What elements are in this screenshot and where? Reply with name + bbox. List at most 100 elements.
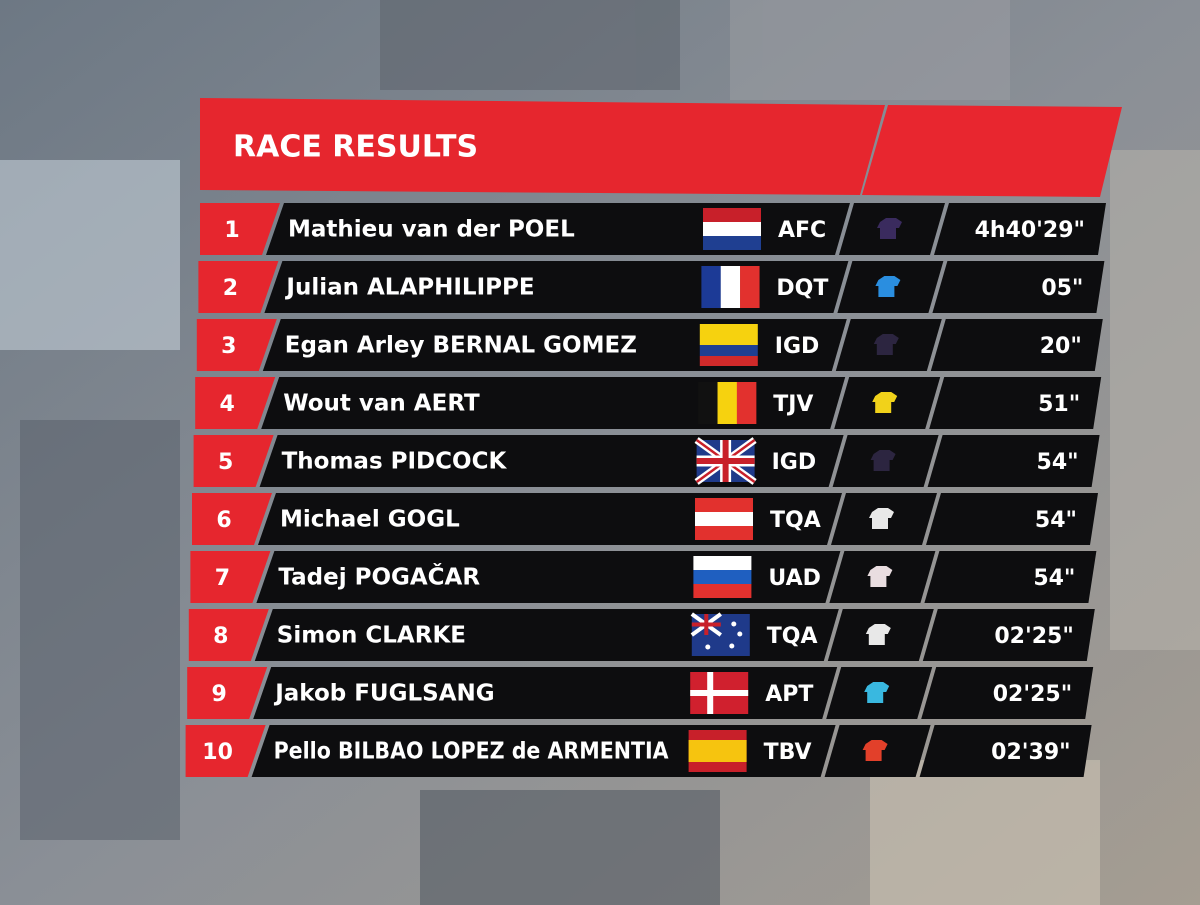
result-row: 7 Tadej POGAČAR UAD 54" [190,551,1097,603]
flag-stripe [698,382,718,424]
flag-stripe [699,345,758,356]
flag-stripe [740,266,760,308]
time: 54" [1037,450,1079,475]
time-cell [932,261,1105,313]
time-cell [926,493,1098,545]
rank-box [185,725,266,777]
time: 20" [1040,334,1082,359]
title: RACE RESULTS [233,130,478,165]
jersey-icon [865,624,891,645]
time-cell [924,551,1097,603]
rank-box [193,435,274,487]
time-cell [919,725,1092,777]
jersey-icon [877,218,902,239]
team-code: UAD [768,566,820,591]
rider-name: Simon CLARKE [277,623,466,649]
team-code: TQA [767,624,818,649]
jersey-icon [870,450,896,471]
team-code: TQA [770,508,821,533]
flag-stripe [717,382,738,424]
flag-stripe [695,512,753,526]
flag [694,437,757,485]
result-row: 8 Simon CLARKE TQA 02'25" [188,609,1095,661]
team-code: APT [765,682,813,707]
flag-stripe [693,584,752,598]
rank-box [190,551,271,603]
rider-name: Tadej POGAČAR [278,563,480,591]
rank-box [200,203,280,255]
team-code: IGD [775,334,820,359]
time: 4h40'29" [975,218,1085,243]
flag-stripe [720,266,741,308]
flag-stripe [701,266,721,308]
flag-cross [690,672,749,714]
result-row: 3 Egan Arley BERNAL GOMEZ IGD 20" [196,319,1103,371]
flag-stripe [703,236,761,250]
flag [698,382,757,424]
jersey-icon [872,392,898,413]
rank: 10 [202,740,233,765]
flag [695,498,753,540]
time: 54" [1035,508,1077,533]
team-code: TJV [773,392,813,417]
jersey-icon [864,682,890,703]
rank-box [198,261,279,313]
rank: 1 [224,218,239,243]
header-band [200,98,885,195]
rider-name: Jakob FUGLSANG [273,681,494,707]
rank: 4 [220,392,235,417]
result-row: 10 Pello BILBAO LOPEZ de ARMENTIA TBV 02'39… [185,725,1092,777]
flag [688,730,747,772]
time-cell [922,609,1095,661]
jersey-icon [875,276,901,297]
flag [693,556,752,598]
time-cell [921,667,1094,719]
time-cell [930,319,1103,371]
jersey-icon [862,740,888,761]
jersey-icon [873,334,899,355]
rank: 8 [213,624,228,649]
flag-stripe [699,324,758,345]
flag-stripe [703,222,761,236]
jersey-icon [867,566,893,587]
rank: 3 [221,334,236,359]
rider-name: Michael GOGL [280,507,460,533]
team-code: TBV [764,740,812,765]
flag-star [729,643,735,649]
flag [690,672,749,714]
result-row: 5 Thomas PIDCOCK IGD 54" [193,435,1100,487]
flag-star [731,621,737,627]
time-cell [929,377,1102,429]
flag-star [705,644,711,650]
flag-stripe [695,526,753,540]
flag-star [737,631,743,637]
header-band-right [862,105,1122,197]
rank: 5 [218,450,233,475]
flag-cross [691,614,721,635]
rank: 6 [216,508,231,533]
result-row: 4 Wout van AERT TJV 51" [195,377,1102,429]
time: 02'25" [994,624,1073,649]
rank: 9 [212,682,227,707]
flag-stripe [703,208,761,222]
time: 05" [1041,276,1083,301]
rider-name: Pello BILBAO LOPEZ de ARMENTIA [274,739,669,765]
flag-stripe [736,382,757,424]
rank-box [188,609,269,661]
results-table: 1 Mathieu van der POEL AFC 4h40'29" 2 Julian … [185,203,1106,777]
rank-box [192,493,272,545]
rank: 2 [223,276,238,301]
time: 02'25" [993,682,1072,707]
flag-stripe [688,740,747,762]
result-row: 2 Julian ALAPHILIPPE DQT 05" [198,261,1105,313]
time-cell [927,435,1100,487]
flag-stripe [695,498,753,512]
time: 02'39" [991,740,1070,765]
rider-name: Wout van AERT [283,391,480,417]
rider-name: Egan Arley BERNAL GOMEZ [285,333,637,359]
time: 51" [1038,392,1080,417]
rider-name: Thomas PIDCOCK [282,449,508,475]
